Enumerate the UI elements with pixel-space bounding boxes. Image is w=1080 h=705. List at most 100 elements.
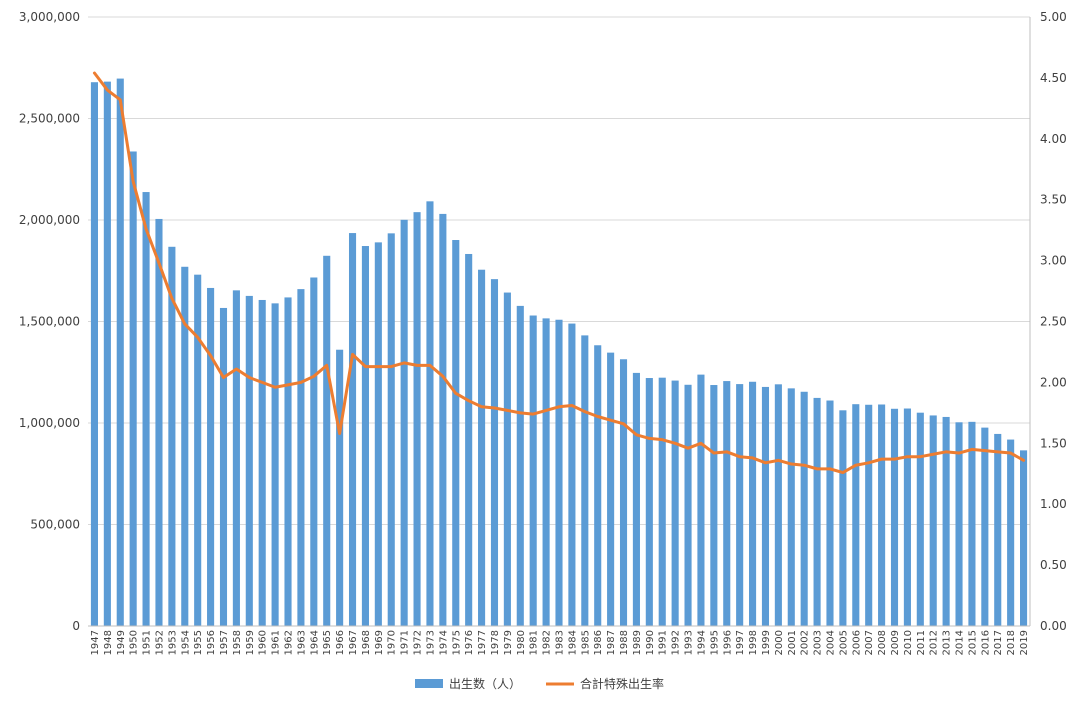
- bar: [129, 151, 137, 626]
- bar: [284, 297, 292, 626]
- bar: [529, 315, 537, 626]
- bar: [439, 213, 447, 626]
- x-tick-label: 2016: [980, 630, 991, 655]
- left-tick-label: 3,000,000: [19, 10, 80, 24]
- right-tick-label: 3.50: [1040, 193, 1067, 207]
- x-tick-label: 1989: [632, 630, 643, 655]
- bar: [826, 400, 834, 626]
- bar: [361, 246, 369, 627]
- x-tick-label: 2012: [929, 630, 940, 655]
- x-tick-label: 1983: [555, 630, 566, 655]
- bar: [852, 404, 860, 626]
- x-tick-label: 2008: [877, 630, 888, 655]
- bar: [839, 410, 847, 626]
- bar: [903, 408, 911, 626]
- x-tick-label: 2017: [993, 630, 1004, 655]
- bar: [710, 385, 718, 626]
- bar: [916, 412, 924, 626]
- x-tick-label: 1994: [696, 630, 707, 655]
- bar: [478, 269, 486, 626]
- x-tick-label: 2000: [774, 630, 785, 655]
- bar: [632, 372, 640, 626]
- births-bar-series: [90, 78, 1028, 627]
- fertility-line-series: [92, 71, 1026, 475]
- bar: [581, 335, 589, 626]
- right-tick-label: 1.50: [1040, 436, 1067, 450]
- left-tick-label: 1,500,000: [19, 315, 80, 329]
- x-tick-label: 1963: [296, 630, 307, 655]
- bar: [619, 359, 628, 626]
- x-tick-label: 2001: [787, 630, 798, 655]
- x-tick-label: 2007: [864, 630, 875, 655]
- x-tick-label: 1987: [606, 630, 617, 655]
- x-tick-label: 1948: [103, 630, 114, 655]
- x-tick-label: 1998: [748, 630, 759, 655]
- x-tick-label: 1954: [180, 630, 191, 655]
- bar: [645, 378, 653, 626]
- left-y-axis: 0 500,000 1,000,000 1,500,000 2,000,000 2,500…: [19, 10, 80, 633]
- x-tick-label: 2002: [800, 630, 811, 655]
- x-tick-label: 1970: [387, 630, 398, 655]
- right-tick-label: 3.00: [1040, 254, 1067, 268]
- left-tick-label: 0: [72, 619, 80, 633]
- bar: [890, 408, 899, 626]
- x-tick-label: 1975: [451, 630, 462, 655]
- right-tick-label: 4.50: [1040, 71, 1067, 85]
- bar: [387, 233, 395, 626]
- bar: [594, 345, 602, 626]
- x-tick-label: 2013: [942, 630, 953, 655]
- x-tick-label: 1947: [90, 630, 101, 655]
- x-tick-label: 1949: [116, 630, 127, 655]
- x-tick-label: 1995: [709, 630, 720, 655]
- x-tick-label: 1971: [400, 630, 411, 655]
- bar: [426, 201, 434, 626]
- x-tick-label: 1961: [271, 630, 282, 655]
- x-tick-label: 2005: [838, 630, 849, 655]
- x-tick-label: 2010: [903, 630, 914, 655]
- bar: [245, 295, 253, 626]
- legend-label-fertility: 合計特殊出生率: [580, 676, 664, 691]
- left-tick-label: 2,500,000: [19, 112, 80, 126]
- x-tick-label: 1950: [129, 630, 140, 655]
- x-tick-label: 1952: [154, 630, 165, 655]
- x-tick-label: 2019: [1019, 630, 1030, 655]
- x-tick-label: 1956: [206, 630, 217, 655]
- left-tick-label: 1,000,000: [19, 416, 80, 430]
- x-tick-label: 1986: [593, 630, 604, 655]
- x-tick-label: 1973: [425, 630, 436, 655]
- bar: [516, 305, 524, 626]
- bar: [400, 219, 408, 626]
- x-tick-label: 1967: [348, 630, 359, 655]
- x-tick-label: 1969: [374, 630, 385, 655]
- x-tick-label: 1966: [335, 630, 346, 655]
- x-tick-label: 1955: [193, 630, 204, 655]
- x-tick-label: 1958: [232, 630, 243, 655]
- bar: [413, 212, 421, 626]
- x-tick-label: 1968: [361, 630, 372, 655]
- x-tick-label: 1957: [219, 630, 230, 655]
- bar: [955, 422, 963, 626]
- bar: [968, 421, 976, 626]
- x-tick-label: 1992: [671, 630, 682, 655]
- bar: [555, 319, 563, 626]
- x-tick-label: 2011: [916, 630, 927, 655]
- bar: [258, 299, 266, 626]
- left-tick-label: 2,000,000: [19, 213, 80, 227]
- bar: [490, 279, 499, 626]
- bar: [503, 292, 511, 626]
- x-tick-label: 1981: [529, 630, 540, 655]
- x-tick-label: 2004: [825, 630, 836, 655]
- bar: [787, 388, 795, 626]
- bar: [181, 266, 189, 626]
- bar: [297, 289, 305, 626]
- x-tick-label: 2009: [890, 630, 901, 655]
- bar: [761, 386, 770, 626]
- right-tick-label: 2.50: [1040, 315, 1067, 329]
- bar: [232, 290, 240, 626]
- bar: [684, 384, 692, 626]
- bar: [207, 287, 215, 626]
- x-tick-label: 2014: [955, 630, 966, 655]
- x-tick-label: 1979: [503, 630, 514, 655]
- bar: [697, 374, 705, 626]
